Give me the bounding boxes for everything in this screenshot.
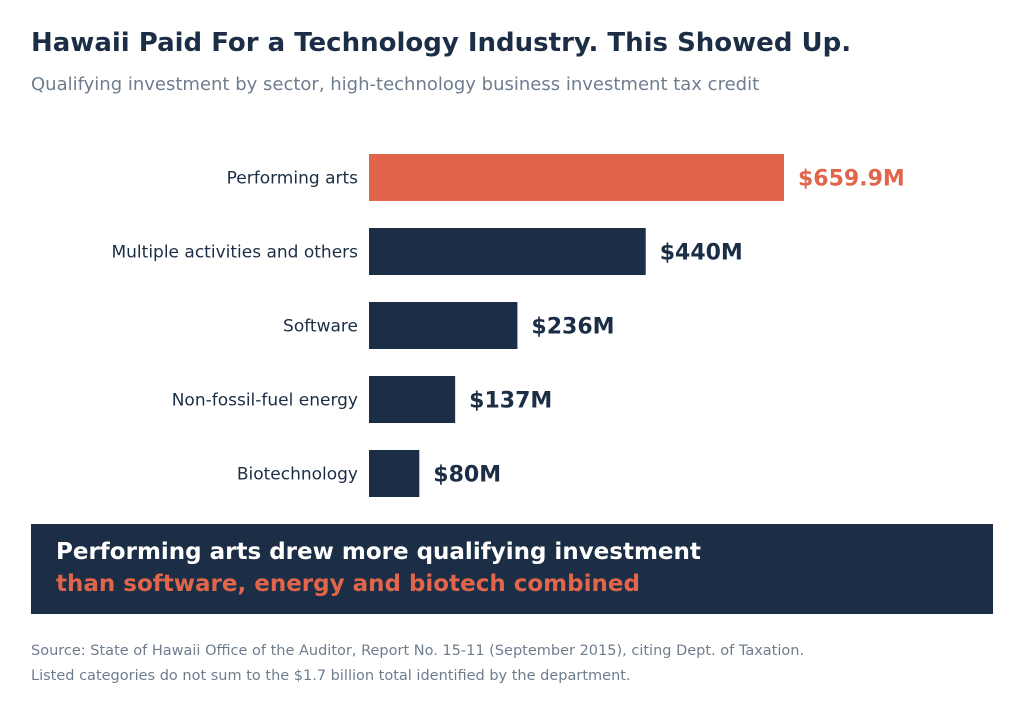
chart-subtitle: Qualifying investment by sector, high-te… (31, 74, 760, 95)
bar (369, 376, 456, 423)
bar (369, 450, 420, 497)
value-label: $80M (433, 463, 501, 488)
bar (369, 228, 646, 275)
value-label: $659.9M (798, 167, 905, 192)
callout-line-2: than software, energy and biotech combin… (56, 571, 640, 597)
value-label: $440M (660, 241, 743, 266)
callout-line-1: Performing arts drew more qualifying inv… (56, 539, 701, 565)
value-label: $236M (531, 315, 614, 340)
category-label: Multiple activities and others (111, 243, 358, 263)
source-note: Source: State of Hawaii Office of the Au… (31, 643, 805, 659)
bar-chart: Performing arts $659.9M Multiple activitie… (111, 154, 905, 497)
bar (369, 302, 518, 349)
value-label: $137M (469, 389, 552, 414)
category-label: Software (283, 317, 358, 337)
category-label: Non-fossil-fuel energy (172, 391, 358, 411)
chart-title: Hawaii Paid For a Technology Industry. T… (31, 28, 852, 58)
bar (369, 154, 784, 201)
category-label: Performing arts (227, 169, 358, 189)
category-label: Biotechnology (237, 465, 358, 485)
callout-box: Performing arts drew more qualifying inv… (31, 524, 993, 614)
footnote: Listed categories do not sum to the $1.7… (31, 668, 631, 684)
